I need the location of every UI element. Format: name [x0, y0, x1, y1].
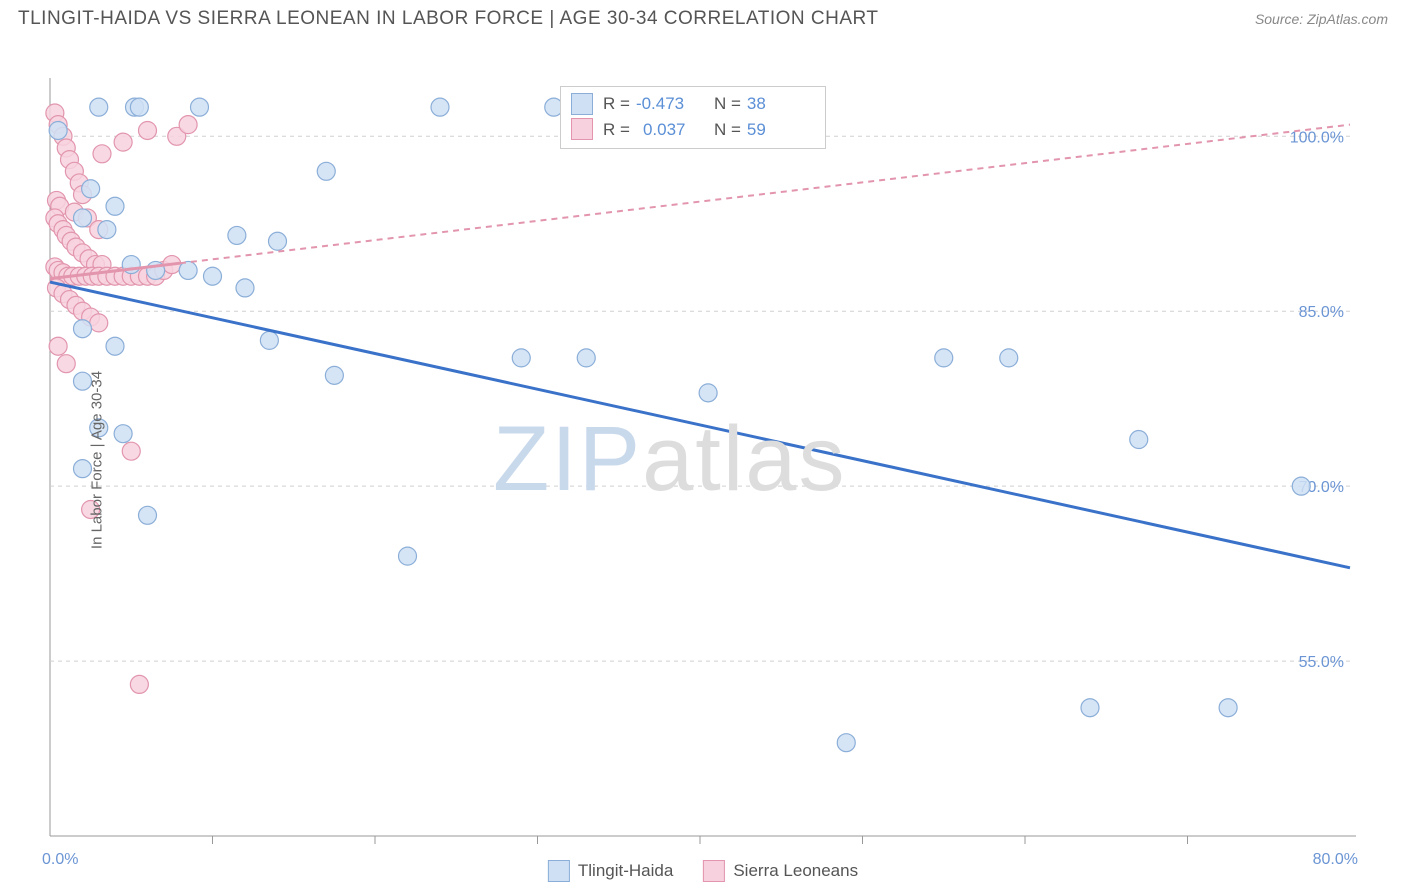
legend-label-series1: Tlingit-Haida — [578, 861, 673, 881]
legend-row-series1: R = -0.473 N = 38 — [571, 91, 815, 117]
svg-text:0.0%: 0.0% — [42, 851, 78, 868]
series-legend: Tlingit-Haida Sierra Leoneans — [548, 860, 858, 882]
svg-text:100.0%: 100.0% — [1290, 129, 1344, 146]
title-bar: TLINGIT-HAIDA VS SIERRA LEONEAN IN LABOR… — [0, 0, 1406, 36]
scatter-chart: 55.0%70.0%85.0%100.0%0.0%80.0% — [0, 36, 1406, 884]
swatch-series1 — [571, 93, 593, 115]
chart-area: In Labor Force | Age 30-34 55.0%70.0%85.… — [0, 36, 1406, 884]
r-value-series1: -0.473 — [636, 91, 704, 117]
n-value-series2: 59 — [747, 117, 815, 143]
n-value-series1: 38 — [747, 91, 815, 117]
swatch-series2-bottom — [703, 860, 725, 882]
source-label: Source: ZipAtlas.com — [1255, 11, 1388, 27]
svg-text:55.0%: 55.0% — [1299, 654, 1344, 671]
r-value-series2: 0.037 — [636, 117, 704, 143]
chart-title: TLINGIT-HAIDA VS SIERRA LEONEAN IN LABOR… — [18, 8, 879, 30]
r-label: R = — [603, 117, 630, 143]
swatch-series2 — [571, 118, 593, 140]
legend-item-series1: Tlingit-Haida — [548, 860, 673, 882]
legend-row-series2: R = 0.037 N = 59 — [571, 117, 815, 143]
correlation-legend: R = -0.473 N = 38 R = 0.037 N = 59 — [560, 86, 826, 149]
swatch-series1-bottom — [548, 860, 570, 882]
legend-label-series2: Sierra Leoneans — [733, 861, 858, 881]
n-label: N = — [714, 117, 741, 143]
svg-text:80.0%: 80.0% — [1313, 851, 1358, 868]
n-label: N = — [714, 91, 741, 117]
svg-text:85.0%: 85.0% — [1299, 304, 1344, 321]
legend-item-series2: Sierra Leoneans — [703, 860, 858, 882]
y-axis-label: In Labor Force | Age 30-34 — [89, 371, 106, 549]
r-label: R = — [603, 91, 630, 117]
